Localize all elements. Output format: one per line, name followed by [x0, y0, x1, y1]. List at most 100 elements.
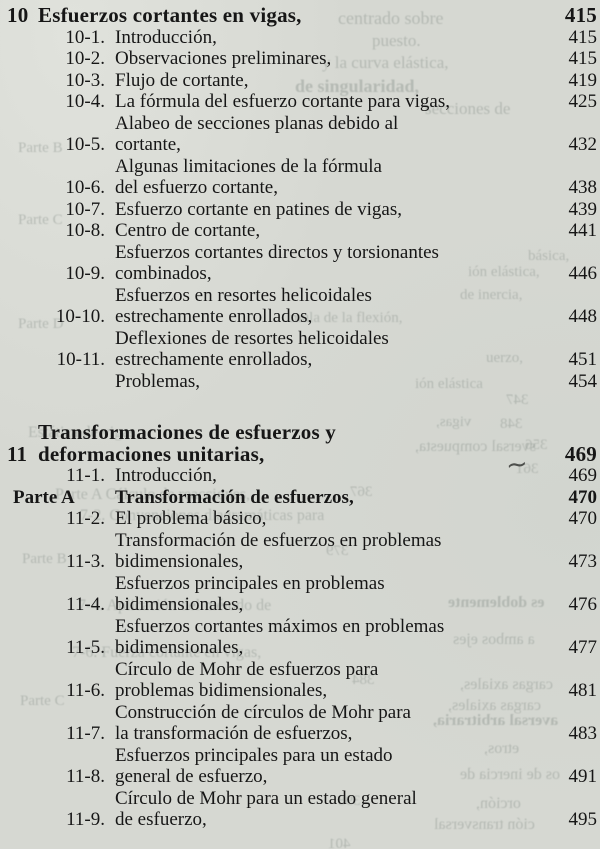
entry-page-number: 477 — [568, 637, 598, 658]
toc-entry-row: Problemas, 454 — [0, 371, 597, 393]
toc-entry-row: 11-8. Esfuerzos principales para un estad… — [0, 745, 597, 788]
ghost-text-fragment: Parte B — [22, 551, 67, 567]
entry-text-line: del esfuerzo cortante, — [115, 177, 278, 198]
entry-page-number: 495 — [568, 809, 598, 830]
entry-text-line: Alabeo de secciones planas debido al — [115, 112, 399, 134]
entry-text-line: Transformación de esfuerzos, — [115, 486, 354, 508]
entry-text-line: bidimensionales, — [115, 637, 244, 658]
entry-number: 11-5. — [66, 637, 105, 658]
entry-number: 11-6. — [66, 680, 105, 701]
chapter-block: 11 Transformaciones de esfuerzos y deforma… — [0, 421, 598, 831]
ghost-text-fragment: Parte D — [18, 316, 64, 332]
entry-text-line: Observaciones preliminares, — [115, 48, 332, 69]
entry-page-number: 419 — [568, 69, 598, 91]
entry-text-line: La fórmula del esfuerzo cortante para vi… — [115, 91, 450, 112]
toc-entry-row: 11-7. Construcción de círculos de Mohr pa… — [0, 702, 597, 745]
toc-entry-row: 11-5. Esfuerzos cortantes máximos en prob… — [0, 616, 597, 659]
entry-text-line: Esfuerzo cortante en patines de vigas, — [115, 198, 402, 220]
entry-text-line: Esfuerzos cortantes en vigas, — [38, 3, 302, 27]
entry-page-number: 469 — [568, 465, 598, 486]
entry-text: Flujo de cortante, — [115, 70, 549, 92]
entry-number: 10-2. — [65, 48, 105, 69]
entry-text-line: Centro de cortante, — [115, 220, 261, 241]
toc-entry-row: 10-8. Centro de cortante, 441 — [0, 220, 597, 242]
entry-text: Transformaciones de esfuerzos y deformaci… — [38, 421, 549, 465]
entry-text-line: bidimensionales, — [115, 594, 244, 615]
entry-text: Centro de cortante, — [115, 220, 549, 242]
toc-entry-row: 10-2. Observaciones preliminares, 415 — [0, 48, 597, 70]
ghost-text-fragment: ión elástica, — [468, 264, 540, 280]
entry-number: 10-1. — [65, 26, 105, 48]
ghost-text-fragment: de inercia, — [460, 287, 523, 303]
ghost-text-fragment: Parte C — [20, 693, 65, 709]
entry-page-number: 448 — [568, 306, 598, 327]
ghost-text-fragment: Estática de vigas, — [28, 424, 140, 441]
ghost-text-fragment: de singularidad, — [295, 76, 420, 96]
entry-page-number: 439 — [568, 198, 598, 220]
entry-text-line: Esfuerzos en resortes helicoidales — [115, 284, 372, 306]
toc-entry-row: 10-11. Deflexiones de resortes helicoidal… — [0, 328, 597, 371]
entry-text-line: Transformación de esfuerzos en problemas — [115, 529, 442, 551]
entry-text-line: estrechamente enrollados, — [115, 349, 313, 370]
entry-text-line: Introducción, — [115, 26, 217, 48]
toc-entry-row: 10-7. Esfuerzo cortante en patines de vig… — [0, 199, 597, 221]
entry-text-line: problemas bidimensionales, — [115, 680, 328, 701]
toc-entry-row: 10-6. Algunas limitaciones de la fórmula d… — [0, 156, 597, 199]
entry-page-number: 451 — [568, 349, 598, 370]
entry-text-line: Esfuerzos principales en problemas — [115, 572, 385, 594]
entry-text: Esfuerzos principales para un estado gene… — [115, 745, 549, 788]
table-of-contents: 10 Esfuerzos cortantes en vigas, 415 10-1. I… — [0, 3, 598, 831]
entry-page-number: 415 — [568, 48, 598, 69]
entry-page-number: 481 — [568, 680, 598, 701]
entry-text: Deflexiones de resortes helicoidales estr… — [115, 328, 549, 371]
entry-text: Esfuerzos cortantes máximos en problemas… — [115, 616, 549, 659]
toc-entry-row: 10-9. Esfuerzos cortantes directos y tors… — [0, 242, 597, 285]
entry-text-line: Flujo de cortante, — [115, 69, 249, 91]
ghost-text-fragment: básica, — [528, 248, 570, 264]
toc-entry-row: 11-2. El problema básico, 470 — [0, 508, 597, 530]
entry-text-line: Algunas limitaciones de la fórmula — [115, 155, 382, 177]
entry-text: Esfuerzos en resortes helicoidales estrec… — [115, 285, 549, 328]
entry-page-number: 415 — [564, 3, 597, 27]
chapter-heading-row: 10 Esfuerzos cortantes en vigas, 415 — [0, 3, 597, 27]
entry-text: Esfuerzos cortantes en vigas, — [38, 3, 549, 27]
entry-text-line: Esfuerzos principales para un estado — [115, 744, 393, 766]
entry-text-line: Esfuerzos cortantes máximos en problemas — [115, 615, 445, 637]
chapter-block: 10 Esfuerzos cortantes en vigas, 415 10-1. I… — [0, 3, 597, 393]
entry-page-number: 483 — [568, 723, 598, 744]
entry-text: Círculo de Mohr de esfuerzos para problem… — [115, 659, 549, 702]
ghost-text-fragment: 7-2. Convenciones diagramáticas para — [80, 507, 325, 524]
entry-number: 11-9. — [66, 809, 105, 830]
toc-entry-row: 10-4. La fórmula del esfuerzo cortante pa… — [0, 91, 597, 113]
entry-text: Círculo de Mohr para un estado general de… — [115, 788, 549, 831]
toc-entry-row: 10-10. Esfuerzos en resortes helicoidales… — [0, 285, 597, 328]
entry-page-number: 491 — [568, 766, 598, 787]
entry-text-line: general de esfuerzo, — [115, 766, 268, 787]
toc-entry-row: 11-3. Transformación de esfuerzos en prob… — [0, 530, 597, 573]
entry-text: Esfuerzo cortante en patines de vigas, — [115, 199, 549, 221]
entry-number: 11-4. — [66, 594, 105, 615]
entry-text: Transformación de esfuerzos en problemas… — [115, 530, 549, 573]
entry-number: 10-10. — [55, 306, 105, 327]
ghost-text-fragment: centrado sobre — [338, 8, 444, 28]
entry-text: Introducción, — [115, 27, 549, 49]
entry-number: 10-5. — [65, 134, 105, 155]
toc-entry-row: 10-3. Flujo de cortante, 419 — [0, 70, 597, 92]
ghost-text-fragment: y la curva elástica, — [322, 53, 449, 72]
ghost-text-fragment: 7-4. Aplicación del método de — [78, 597, 272, 614]
ghost-text-fragment: 7-6. Fuerza cortante en vigas, — [72, 644, 262, 661]
entry-text: Algunas limitaciones de la fórmula del es… — [115, 156, 549, 199]
entry-page-number: 441 — [568, 220, 598, 241]
ghost-text-fragment: mula de la flexión, — [290, 310, 403, 326]
toc-entry-row: 10-5. Alabeo de secciones planas debido a… — [0, 113, 597, 156]
part-label: Parte A — [13, 486, 75, 508]
part-heading-row: Parte A Transformación de esfuerzos, 470 — [0, 487, 597, 509]
entry-number: 10-4. — [65, 91, 105, 112]
entry-number: 10-3. — [65, 69, 105, 91]
entry-number: 10-7. — [65, 198, 105, 220]
entry-number: 11-1. — [66, 465, 105, 486]
entry-text: El problema básico, — [115, 508, 549, 530]
entry-text-line: El problema básico, — [115, 508, 267, 529]
entry-page-number: 438 — [568, 177, 598, 198]
entry-page-number: 470 — [568, 508, 598, 529]
